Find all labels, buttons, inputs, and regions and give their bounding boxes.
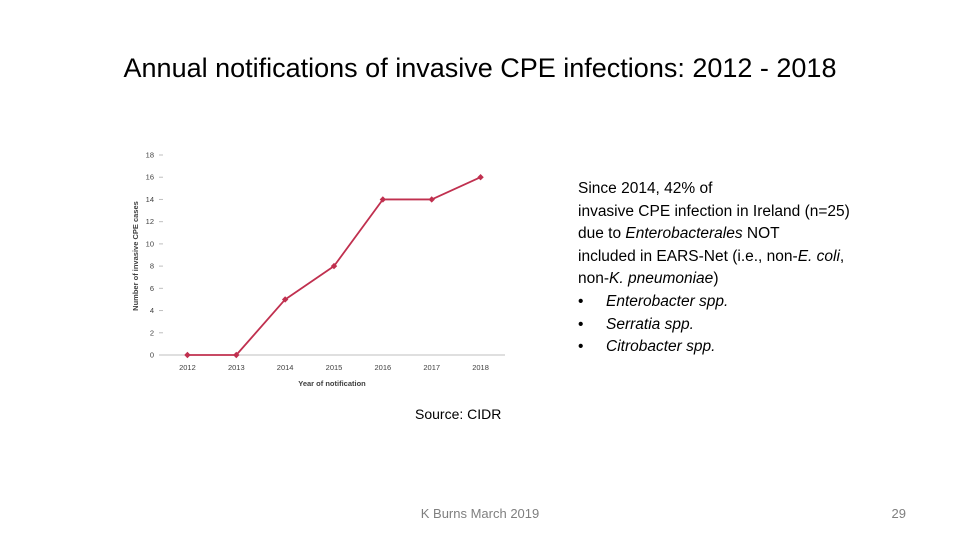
y-tick-label: 18 [146, 151, 154, 160]
x-tick-label: 2013 [228, 363, 245, 372]
y-tick-label: 14 [146, 195, 154, 204]
data-point-marker [184, 351, 191, 359]
y-tick-label: 6 [150, 284, 154, 293]
bullet-icon: • [578, 338, 584, 356]
y-tick-label: 8 [150, 262, 154, 271]
findings-text: Since 2014, 42% of invasive CPE infectio… [578, 178, 918, 359]
data-point-marker [281, 296, 289, 303]
organism-list-item: • Citrobacter spp. [578, 336, 918, 359]
footer-author: K Burns March 2019 [420, 506, 540, 521]
organism-list-item: • Enterobacter spp. [578, 291, 918, 314]
organism-list-item: • Serratia spp. [578, 314, 918, 337]
y-tick-label: 10 [146, 239, 154, 248]
bullet-icon: • [578, 292, 584, 310]
y-axis-label: Number of invasive CPE cases [131, 201, 140, 311]
y-tick-label: 2 [150, 328, 154, 337]
y-tick-label: 16 [146, 173, 154, 182]
y-tick-label: 0 [150, 351, 154, 360]
data-point-marker [477, 174, 484, 181]
slide-title: Annual notifications of invasive CPE inf… [123, 53, 837, 83]
findings-line: non-K. pneumoniae) [578, 270, 719, 288]
x-tick-label: 2017 [423, 363, 440, 372]
cpe-line-chart: 0 2 4 6 8 10 12 14 16 18 2012 2013 2014 2015 2016 2017… [131, 151, 505, 388]
chart-series [184, 174, 484, 359]
y-axis: 0 2 4 6 8 10 12 14 16 18 [146, 151, 163, 360]
organism-list: • Enterobacter spp. • Serratia spp. • Citro… [578, 291, 918, 359]
data-point-marker [233, 351, 240, 359]
data-point-marker [330, 262, 338, 270]
x-tick-label: 2015 [326, 363, 343, 372]
x-axis: 2012 2013 2014 2015 2016 2017 2018 [163, 354, 505, 372]
x-tick-label: 2018 [472, 363, 489, 372]
data-point-marker [428, 196, 435, 203]
page-number: 29 [891, 506, 906, 521]
x-tick-label: 2014 [277, 363, 294, 372]
source-note: Source: CIDR [415, 406, 502, 422]
data-point-marker [379, 196, 387, 203]
x-tick-label: 2012 [179, 363, 196, 372]
x-tick-label: 2016 [375, 363, 392, 372]
findings-line: included in EARS-Net (i.e., non-E. coli, [578, 247, 845, 265]
findings-line: Since 2014, 42% of [578, 180, 713, 197]
x-axis-label: Year of notification [298, 379, 366, 388]
findings-line: invasive CPE infection in Ireland (n=25) [578, 202, 850, 220]
findings-line: due to Enterobacterales NOT [578, 225, 780, 243]
y-tick-label: 4 [150, 306, 154, 315]
bullet-icon: • [578, 315, 584, 333]
y-tick-label: 12 [146, 217, 154, 226]
